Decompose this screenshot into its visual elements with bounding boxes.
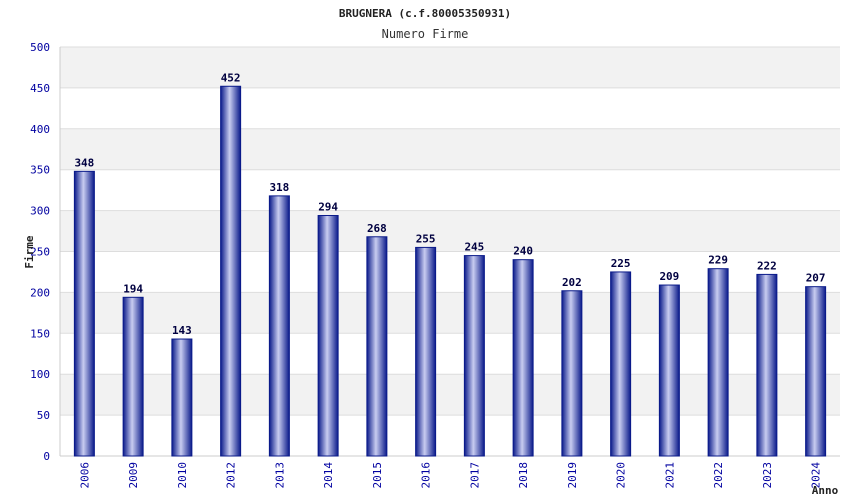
bar xyxy=(268,195,290,457)
x-tick-label: 2020 xyxy=(615,462,628,489)
bar-value-label: 209 xyxy=(659,270,679,283)
x-tick-label: 2016 xyxy=(420,462,433,489)
bar-value-label: 318 xyxy=(269,181,289,194)
bar xyxy=(73,170,95,457)
y-tick-label: 150 xyxy=(30,327,50,340)
bar-value-label: 240 xyxy=(513,245,533,258)
x-tick-label: 2010 xyxy=(176,462,189,489)
y-tick-label: 50 xyxy=(37,409,50,422)
bar-value-label: 452 xyxy=(221,71,241,84)
bar xyxy=(415,246,437,457)
bar-value-label: 255 xyxy=(416,232,436,245)
y-axis-label: Firme xyxy=(23,235,36,268)
bar xyxy=(707,268,729,457)
bar-value-label: 207 xyxy=(806,272,826,285)
x-tick-label: 2006 xyxy=(78,462,91,489)
plot-band xyxy=(60,169,840,211)
y-tick-label: 500 xyxy=(30,41,50,54)
x-tick-label: 2022 xyxy=(712,462,725,489)
x-tick-label: 2021 xyxy=(663,462,676,489)
x-tick-label: 2024 xyxy=(810,462,823,489)
plot-band xyxy=(60,47,840,88)
bar xyxy=(463,255,485,457)
bar xyxy=(610,271,632,457)
bar-value-label: 294 xyxy=(318,201,338,214)
chart-subtitle: Numero Firme xyxy=(382,27,469,41)
x-tick-label: 2013 xyxy=(273,462,286,489)
chart-title: BRUGNERA (c.f.80005350931) xyxy=(339,7,511,20)
y-tick-label: 200 xyxy=(30,286,50,299)
bar xyxy=(122,296,144,457)
bar-value-label: 143 xyxy=(172,324,192,337)
bar-value-label: 348 xyxy=(74,156,94,169)
bar-value-label: 245 xyxy=(464,241,484,254)
bar xyxy=(512,259,534,457)
bar-value-label: 222 xyxy=(757,259,777,272)
plot-band xyxy=(60,128,840,170)
bar xyxy=(220,85,242,457)
y-tick-label: 250 xyxy=(30,246,50,259)
x-tick-label: 2019 xyxy=(566,462,579,489)
y-tick-label: 100 xyxy=(30,368,50,381)
bar-value-label: 268 xyxy=(367,222,387,235)
x-tick-label: 2017 xyxy=(468,462,481,489)
plot-band xyxy=(60,210,840,252)
bar xyxy=(317,215,339,457)
x-axis-label: Anno xyxy=(812,484,839,497)
x-tick-label: 2014 xyxy=(322,462,335,489)
x-tick-label: 2009 xyxy=(127,462,140,489)
y-tick-label: 450 xyxy=(30,82,50,95)
bar-value-label: 202 xyxy=(562,276,582,289)
y-tick-label: 400 xyxy=(30,123,50,136)
bar-value-label: 225 xyxy=(611,257,631,270)
bar xyxy=(805,286,827,457)
x-tick-label: 2018 xyxy=(517,462,530,489)
bar xyxy=(756,273,778,457)
bar-value-label: 194 xyxy=(123,282,143,295)
bar xyxy=(171,338,193,457)
y-tick-label: 350 xyxy=(30,164,50,177)
x-tick-label: 2012 xyxy=(225,462,238,489)
y-tick-label: 300 xyxy=(30,205,50,218)
bar xyxy=(561,290,583,457)
bar xyxy=(658,284,680,457)
x-tick-label: 2015 xyxy=(371,462,384,489)
x-tick-label: 2023 xyxy=(761,462,774,489)
bar-value-label: 229 xyxy=(708,254,728,267)
y-tick-label: 0 xyxy=(43,450,50,463)
plot-band xyxy=(60,87,840,129)
bar xyxy=(366,236,388,457)
